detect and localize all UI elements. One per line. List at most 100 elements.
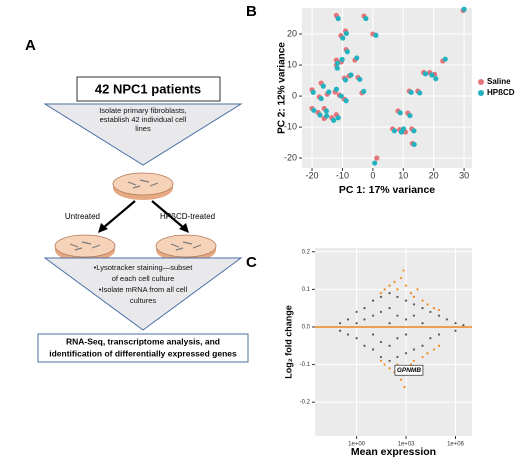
point — [379, 292, 383, 295]
point — [323, 108, 329, 114]
point — [393, 280, 396, 283]
x-tick-label: 20 — [429, 170, 439, 180]
y-tick-label: -20 — [284, 152, 297, 162]
x-axis-title: Mean expression — [351, 446, 436, 457]
y-tick-label: 10 — [287, 59, 297, 69]
branch-label: HPßCD-treated — [160, 212, 215, 221]
arrow-head — [98, 223, 108, 233]
point — [421, 344, 424, 347]
dish — [112, 172, 174, 200]
point — [429, 310, 432, 314]
point — [421, 355, 424, 359]
annotation: GPNMB — [397, 367, 422, 374]
x-tick-label: 10 — [398, 170, 408, 180]
point — [407, 112, 413, 119]
point — [355, 322, 358, 325]
point — [396, 314, 399, 317]
point — [355, 310, 358, 314]
step-text: of each cell culture — [112, 274, 175, 283]
point — [388, 367, 391, 370]
point — [400, 126, 407, 132]
point — [343, 98, 349, 104]
plot-background — [302, 8, 472, 168]
point — [372, 160, 378, 166]
point — [354, 55, 360, 61]
point — [326, 89, 332, 95]
point — [388, 344, 391, 347]
arrow-head — [179, 223, 189, 233]
point — [379, 310, 383, 314]
point — [338, 93, 344, 99]
point — [422, 71, 429, 77]
point — [442, 56, 448, 62]
point — [320, 83, 326, 89]
point — [402, 269, 405, 272]
point — [421, 307, 424, 310]
point — [426, 303, 429, 306]
point — [371, 314, 375, 317]
point — [429, 72, 435, 78]
point — [426, 352, 429, 355]
point — [421, 322, 424, 325]
annotation-box — [394, 364, 424, 376]
point — [388, 359, 391, 362]
step-text: •Lysotracker staining—subset — [94, 263, 194, 272]
point — [404, 333, 408, 336]
x-tick-label: 0 — [370, 170, 375, 180]
point — [342, 77, 349, 83]
point — [333, 86, 339, 92]
arrow — [151, 200, 185, 229]
point — [396, 288, 399, 291]
point — [411, 141, 417, 148]
point — [379, 355, 383, 359]
point — [346, 318, 350, 321]
point — [404, 284, 408, 287]
point — [399, 276, 403, 280]
point — [318, 95, 324, 102]
point — [388, 292, 391, 295]
result-text: RNA-Seq, transcriptome analysis, and — [66, 336, 220, 346]
point — [363, 344, 366, 347]
patients-text: 42 NPC1 patients — [95, 81, 201, 96]
point — [339, 322, 342, 325]
point — [433, 76, 439, 82]
point — [363, 318, 366, 321]
x-axis-title: PC 1: 17% variance — [339, 184, 435, 196]
triangle — [43, 257, 243, 331]
x-tick-label: 1e+03 — [398, 442, 416, 448]
point — [391, 128, 398, 134]
x-tick-label: -20 — [306, 170, 319, 180]
step-text: •Isolate mRNA from all cell — [99, 285, 188, 294]
point — [432, 348, 436, 351]
point — [416, 288, 419, 291]
y-axis-title: PC 2: 12% variance — [277, 42, 288, 134]
point — [461, 6, 467, 12]
point — [388, 284, 391, 287]
point — [355, 337, 358, 340]
point — [445, 318, 448, 321]
legend-swatch — [478, 79, 484, 85]
y-tick-label: 20 — [287, 28, 297, 38]
point — [379, 340, 383, 344]
point — [404, 318, 408, 321]
point — [371, 348, 375, 351]
panel-label: A — [25, 37, 36, 54]
point — [412, 314, 416, 317]
point — [339, 56, 345, 63]
point — [346, 333, 350, 336]
point — [412, 348, 416, 351]
point — [429, 337, 432, 340]
point — [335, 115, 341, 121]
point — [437, 314, 441, 317]
result-box — [37, 333, 249, 363]
point — [396, 355, 399, 359]
point — [404, 352, 408, 355]
point — [324, 113, 330, 119]
point — [421, 299, 424, 302]
y-tick-label: -0.1 — [300, 362, 311, 368]
panel-label: B — [246, 3, 257, 20]
point — [409, 292, 413, 295]
point — [432, 307, 436, 310]
legend-label: Saline — [487, 77, 511, 86]
